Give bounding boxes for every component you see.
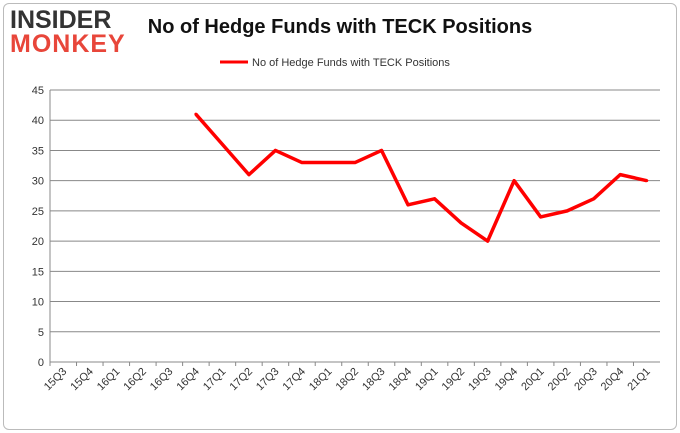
x-tick-label: 16Q3 [148,366,176,394]
x-tick-label: 20Q4 [599,366,627,394]
data-point [406,203,410,207]
x-tick-label: 17Q1 [201,366,229,394]
data-point [539,215,543,219]
y-tick-label: 15 [32,266,44,278]
logo-line1: INSIDER [10,6,112,34]
data-point [194,112,198,116]
logo-line2: MONKEY [10,30,126,58]
x-tick-label: 19Q3 [466,366,494,394]
x-tick-label: 17Q2 [228,366,256,394]
data-point [486,239,490,243]
data-point [459,221,463,225]
x-tick-label: 17Q3 [254,366,282,394]
x-tick-label: 15Q4 [68,366,96,394]
x-tick-label: 19Q1 [413,366,441,394]
data-point [247,173,251,177]
y-tick-label: 20 [32,236,44,248]
y-tick-label: 40 [32,115,44,127]
x-tick-label: 20Q3 [572,366,600,394]
data-point [353,161,357,165]
insider-monkey-logo: INSIDER MONKEY [10,6,128,58]
data-point [565,209,569,213]
y-tick-label: 25 [32,206,44,218]
y-tick-label: 30 [32,176,44,188]
y-tick-label: 45 [32,85,44,97]
x-tick-label: 21Q1 [625,366,653,394]
data-point [273,148,277,152]
data-point [300,161,304,165]
y-tick-label: 10 [32,297,44,309]
x-tick-label: 18Q3 [360,366,388,394]
y-tick-label: 5 [38,327,44,339]
series-line [194,113,648,243]
data-point [592,197,596,201]
y-tick-label: 0 [38,357,44,369]
y-tick-label: 35 [32,145,44,157]
x-tick-label: 15Q3 [42,366,70,394]
x-tick-label: 16Q2 [121,366,149,394]
x-tick-label: 18Q2 [334,366,362,394]
chart-title: No of Hedge Funds with TECK Positions [147,16,533,38]
data-point [512,179,516,183]
x-tick-label: 16Q4 [174,366,202,394]
x-tick-label: 17Q4 [281,366,309,394]
x-tick-label: 18Q1 [307,366,335,394]
data-point [433,197,437,201]
x-tick-label: 19Q4 [493,366,521,394]
data-point [380,148,384,152]
data-point [326,161,330,165]
data-point [645,179,649,183]
x-tick-label: 19Q2 [440,366,468,394]
x-tick-label: 20Q2 [546,366,574,394]
x-tick-label: 16Q1 [95,366,123,394]
legend-label: No of Hedge Funds with TECK Positions [252,57,450,69]
chart-frame [3,3,677,430]
x-tick-label: 18Q4 [387,366,415,394]
data-point [618,173,622,177]
data-point [220,142,224,146]
x-tick-label: 20Q1 [519,366,547,394]
